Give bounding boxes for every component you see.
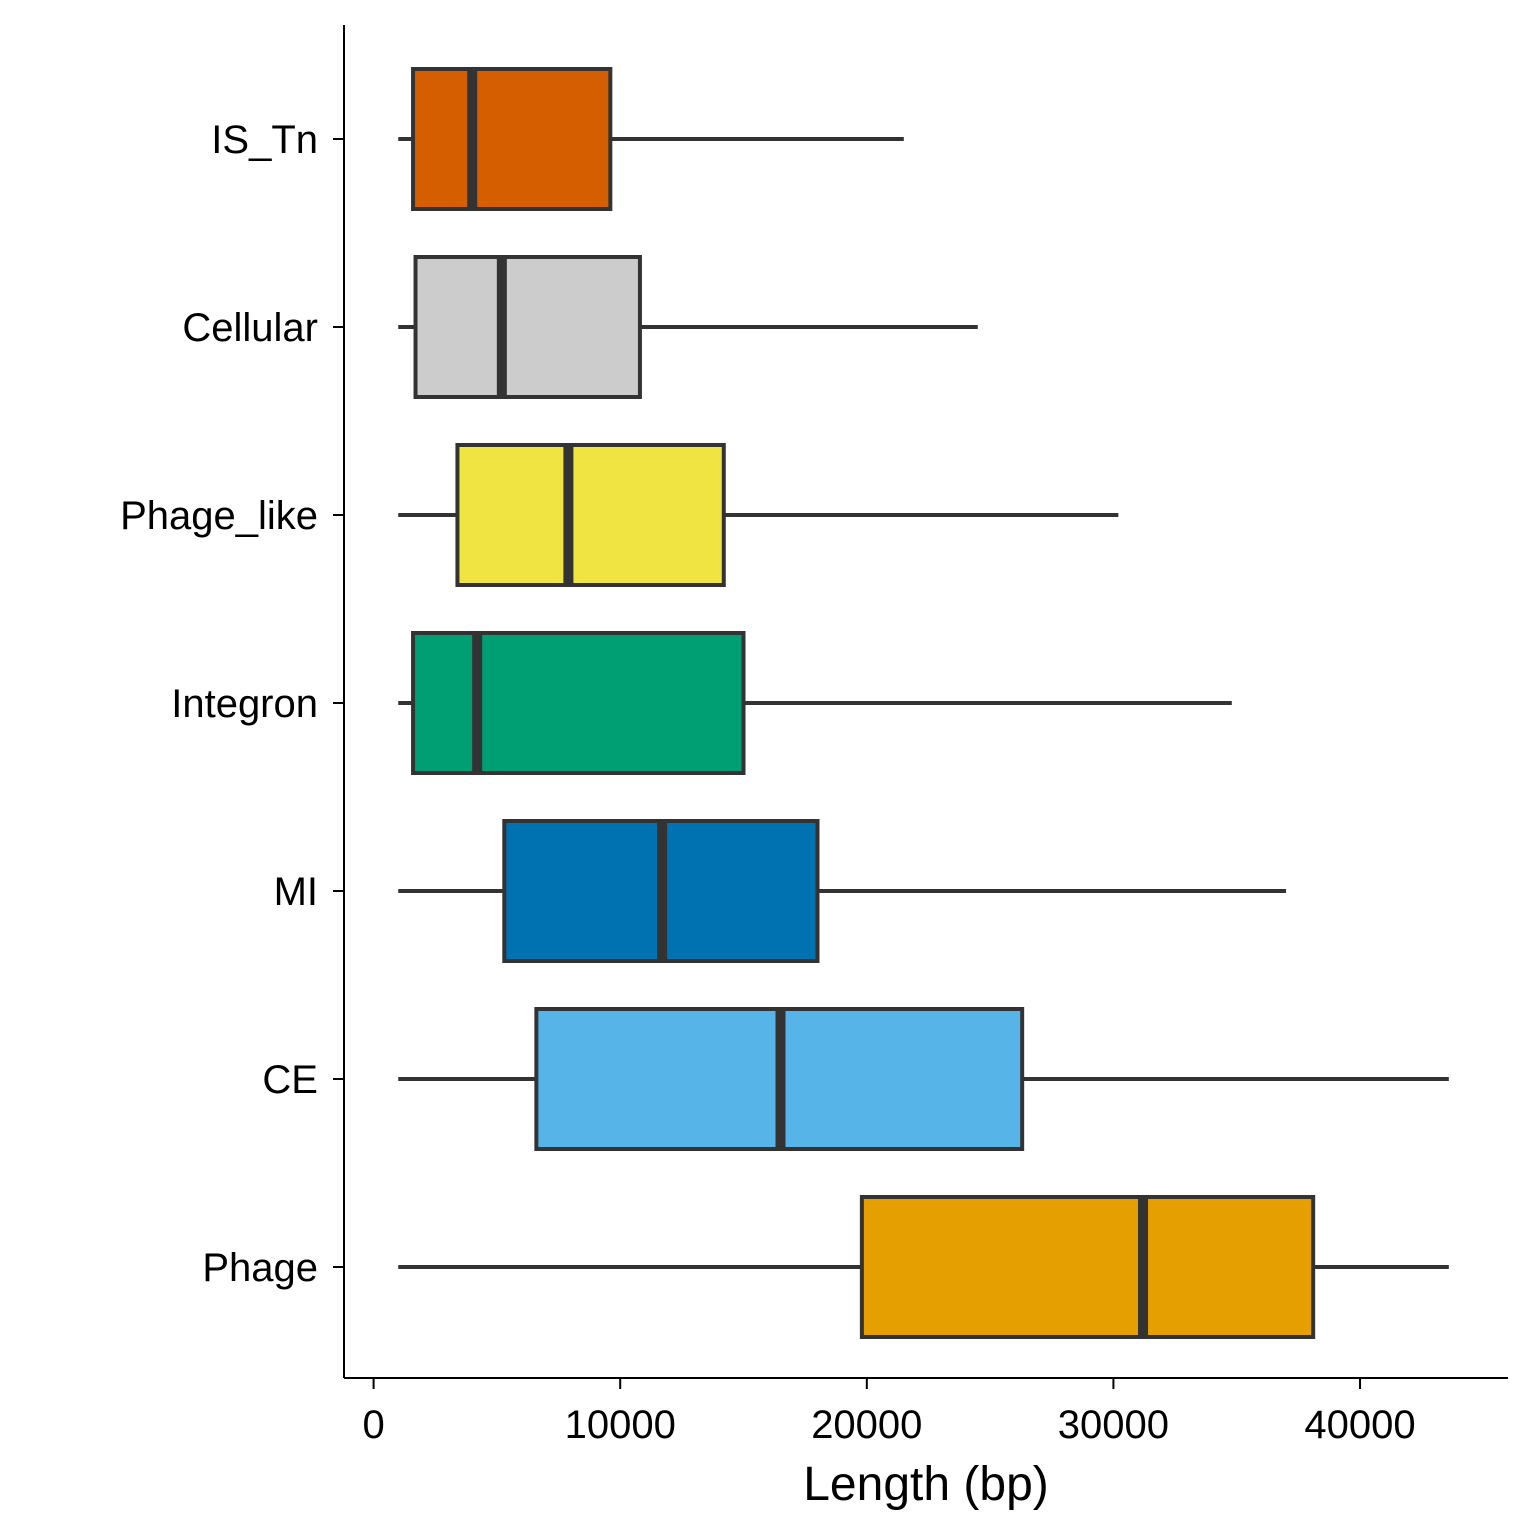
y-tick-label: IS_Tn — [211, 118, 318, 162]
box-Integron — [398, 631, 1232, 775]
box-Phage_like — [398, 443, 1119, 587]
y-tick-label: Integron — [171, 682, 318, 726]
box-iqr — [413, 255, 642, 399]
y-tick-label: Phage — [202, 1246, 318, 1290]
box-IS_Tn — [398, 67, 904, 211]
x-tick-label: 30000 — [1058, 1403, 1169, 1447]
box-iqr — [411, 67, 613, 211]
y-axis: IS_Tn Cellular Phage_like Integron MI CE Phage — [120, 118, 344, 1290]
x-tick-label: 20000 — [811, 1403, 922, 1447]
box-Cellular — [398, 255, 978, 399]
box-Phage — [398, 1195, 1449, 1339]
y-tick-label: Cellular — [182, 306, 318, 350]
plot-area — [398, 67, 1449, 1339]
x-tick-label: 0 — [362, 1403, 384, 1447]
y-tick-label: MI — [274, 870, 318, 914]
x-axis: 0 10000 20000 30000 40000 — [362, 1378, 1416, 1447]
x-tick-label: 10000 — [565, 1403, 676, 1447]
box-iqr — [859, 1195, 1316, 1339]
x-tick-label: 40000 — [1304, 1403, 1415, 1447]
x-axis-title: Length (bp) — [803, 1458, 1049, 1511]
y-tick-label: CE — [262, 1058, 318, 1102]
box-CE — [398, 1007, 1449, 1151]
box-iqr — [411, 631, 746, 775]
box-iqr — [455, 443, 726, 587]
y-tick-label: Phage_like — [120, 494, 318, 538]
box-MI — [398, 819, 1287, 963]
